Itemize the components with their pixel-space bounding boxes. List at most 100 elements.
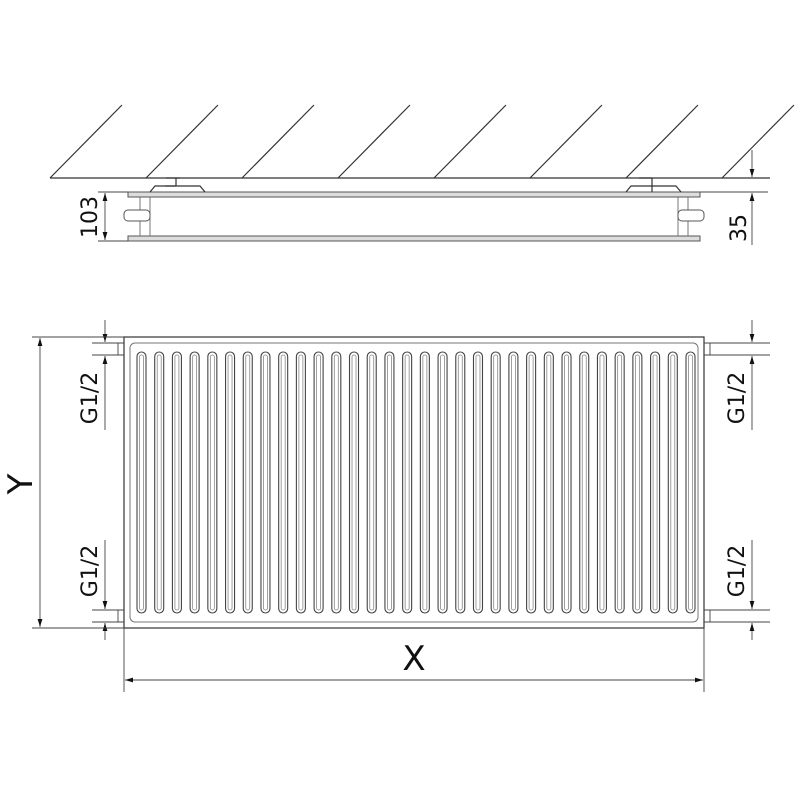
panel-fin-inner (245, 354, 251, 611)
panel-fin-inner (192, 354, 198, 611)
panel-fin (543, 351, 554, 614)
hatch-line (625, 104, 699, 179)
panel-fin (348, 351, 360, 614)
panel-fin (650, 351, 661, 614)
panel-fin (207, 351, 218, 614)
panel-fin (295, 351, 306, 614)
hatch-line (529, 104, 603, 179)
height-label: Y (1, 473, 41, 495)
panel-fin-inner (599, 354, 605, 611)
connection-dimension-top-right: G1/2 (725, 320, 755, 430)
panel-fin (366, 351, 377, 614)
panel-fin-inner (493, 354, 499, 611)
panel-fin (242, 351, 253, 614)
panel-fin (508, 351, 519, 614)
connection-pipes (92, 342, 770, 623)
panel-fin (313, 351, 324, 614)
top-view: 103 35 (49, 104, 795, 245)
panel-fin (154, 351, 165, 614)
panel-fin-inner (475, 354, 481, 611)
panel-fin-inner (316, 354, 321, 611)
panel-fin-inner (209, 354, 215, 611)
panel-fin (189, 351, 200, 614)
panel-fin (402, 351, 413, 614)
width-dimension: X (123, 628, 705, 692)
panel-fin (561, 351, 572, 614)
panel-fin (224, 351, 236, 614)
panel-fins (136, 351, 696, 614)
wall-bracket-right (625, 177, 682, 193)
panel-fin (667, 351, 678, 614)
panel-fin-inner (546, 354, 552, 611)
depth-label: 103 (78, 196, 103, 238)
front-view: G1/2 G1/2 G1/2 G1/2 Y X (1, 320, 770, 692)
connection-label: G1/2 (725, 372, 750, 424)
panel-fin-inner (670, 354, 676, 611)
panel-fin-inner (227, 354, 233, 611)
panel-fin-inner (511, 354, 516, 611)
panel-fin-inner (688, 354, 693, 611)
panel-fin (384, 351, 395, 614)
panel-fin-inner (156, 354, 162, 611)
panel-fin-inner (174, 354, 180, 611)
connection-dimension-bottom-left: G1/2 (78, 540, 108, 640)
hatch-line (145, 104, 219, 179)
panel-fin (472, 351, 484, 614)
hatch-line (49, 104, 123, 179)
panel-fin-inner (263, 354, 268, 611)
panel-fin (490, 351, 501, 614)
panel-fin-inner (387, 354, 392, 611)
panel-fin-inner (581, 354, 587, 611)
panel-fin-inner (351, 354, 357, 611)
wall-hatching (49, 104, 795, 179)
panel-fin (579, 351, 590, 614)
panel-fin (685, 351, 696, 614)
panel-fin (455, 351, 466, 614)
panel-fin-inner (404, 354, 410, 611)
panel-fin (632, 351, 643, 614)
panel-fin-inner (440, 354, 445, 611)
panel-fin (526, 351, 537, 614)
connection-dimension-top-left: G1/2 (78, 320, 108, 430)
panel-fin-inner (617, 354, 623, 611)
panel-fin-inner (422, 354, 428, 611)
panel-fin (331, 351, 342, 614)
connection-label: G1/2 (78, 372, 103, 424)
panel-fin-inner (634, 354, 640, 611)
wall-bracket-left (149, 177, 206, 193)
panel-outline (123, 336, 705, 629)
hatch-line (337, 104, 411, 179)
panel-fin (596, 351, 608, 614)
panel-fin (419, 351, 430, 614)
panel-inner-outline (129, 342, 699, 623)
wall-gap-dimension: 35 (727, 150, 755, 245)
connection-dimension-bottom-right: G1/2 (725, 540, 755, 640)
panel-fin (136, 351, 147, 614)
hatch-line (721, 104, 795, 179)
radiator-top-profile (123, 191, 705, 242)
connection-label: G1/2 (78, 545, 103, 597)
panel-fin-inner (369, 354, 375, 611)
panel-fin (437, 351, 448, 614)
height-dimension: Y (1, 336, 124, 629)
hatch-line (241, 104, 315, 179)
panel-fin (614, 351, 625, 614)
width-label: X (402, 639, 425, 679)
depth-dimension: 103 (78, 191, 128, 242)
wall-gap-label: 35 (727, 214, 752, 242)
panel-fin-inner (333, 354, 339, 611)
panel-fin-inner (457, 354, 463, 611)
panel-fin-inner (280, 354, 286, 611)
hatch-line (433, 104, 507, 179)
connection-label: G1/2 (725, 545, 750, 597)
panel-fin-inner (528, 354, 534, 611)
panel-fin-inner (652, 354, 658, 611)
panel-fin (171, 351, 182, 614)
panel-fin-inner (298, 354, 304, 611)
panel-fin-inner (564, 354, 569, 611)
panel-fin-inner (139, 354, 144, 611)
panel-fin (260, 351, 271, 614)
panel-fin (278, 351, 289, 614)
